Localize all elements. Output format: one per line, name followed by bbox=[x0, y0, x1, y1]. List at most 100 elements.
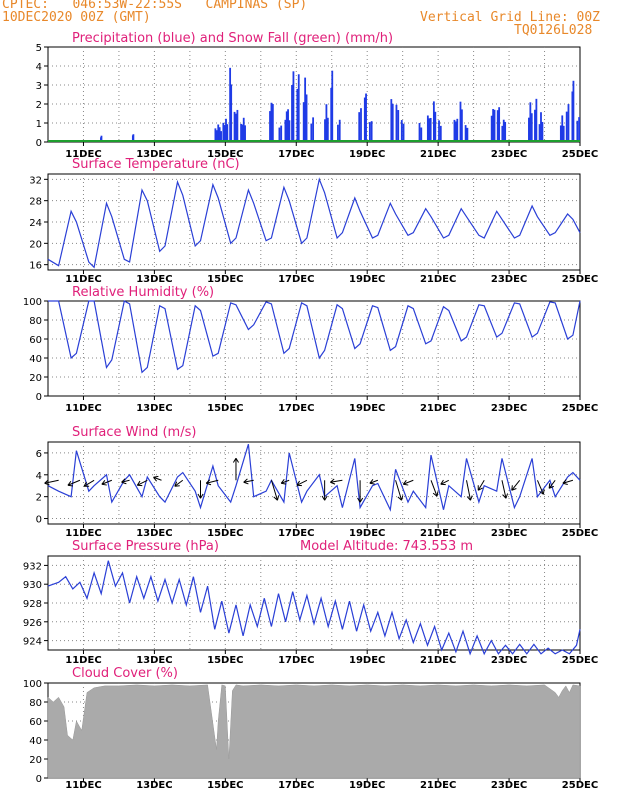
x-tick-label: 17DEC bbox=[278, 780, 314, 791]
panel-title: Surface Temperature (nC) bbox=[72, 157, 240, 172]
x-tick-label: 13DEC bbox=[136, 528, 172, 539]
precip-bar bbox=[572, 80, 575, 142]
precip-bar bbox=[270, 102, 273, 142]
precip-bar bbox=[460, 109, 463, 142]
precip-bar bbox=[280, 125, 283, 142]
precip-bar bbox=[391, 103, 394, 142]
wind-arrow-head bbox=[205, 479, 212, 486]
plot-frame-3 bbox=[47, 441, 581, 525]
precip-bar bbox=[310, 123, 313, 142]
precip-bar bbox=[132, 134, 135, 142]
precip-bar bbox=[337, 124, 339, 142]
precip-bar bbox=[464, 125, 467, 142]
precip-bar bbox=[490, 115, 493, 142]
precip-bar bbox=[534, 109, 536, 142]
precip-bar bbox=[302, 102, 305, 142]
precip-bar bbox=[291, 85, 293, 142]
precip-bar bbox=[466, 127, 469, 142]
precip-bar bbox=[326, 117, 329, 142]
precip-bar bbox=[492, 109, 495, 142]
wind-arrow-head bbox=[369, 479, 375, 485]
y-tick-label: 40 bbox=[29, 736, 42, 747]
wind-arrow-head bbox=[402, 479, 409, 486]
wind-arrow bbox=[270, 480, 278, 501]
y-tick-label: 20 bbox=[29, 755, 42, 766]
wind-arrow-head bbox=[232, 458, 239, 463]
wind-arrow bbox=[280, 479, 290, 484]
series-line bbox=[47, 444, 581, 512]
precip-bar bbox=[528, 117, 530, 142]
precip-bar bbox=[215, 130, 218, 142]
y-tick-label: 6 bbox=[36, 449, 42, 460]
y-tick-label: 926 bbox=[23, 618, 42, 629]
x-tick-label: 17DEC bbox=[278, 655, 314, 666]
x-tick-label: 15DEC bbox=[207, 274, 243, 285]
precip-bar bbox=[529, 102, 532, 142]
precip-bar bbox=[535, 98, 538, 142]
precip-bar bbox=[312, 117, 315, 142]
x-tick-label: 17DEC bbox=[278, 403, 314, 414]
x-tick-label: 11DEC bbox=[65, 528, 101, 539]
y-tick-label: 1 bbox=[36, 119, 42, 130]
wind-arrow bbox=[369, 479, 379, 484]
series-line bbox=[47, 177, 581, 269]
wind-arrow-head bbox=[83, 481, 90, 487]
precip-bar bbox=[428, 118, 431, 142]
wind-arrow bbox=[548, 479, 556, 489]
y-tick-label: 32 bbox=[29, 175, 42, 186]
grid-line-note: Vertical Grid Line: 00Z bbox=[420, 10, 601, 25]
wind-arrow-head bbox=[397, 495, 404, 501]
precip-bar bbox=[358, 112, 361, 142]
x-tick-label: 11DEC bbox=[65, 780, 101, 791]
precip-bar bbox=[235, 113, 237, 142]
x-tick-label: 25DEC bbox=[562, 780, 598, 791]
wind-arrow-head bbox=[243, 478, 249, 485]
y-tick-label: 0 bbox=[36, 774, 42, 785]
wind-arrow bbox=[67, 479, 81, 486]
x-tick-label: 17DEC bbox=[278, 274, 314, 285]
series-line bbox=[48, 300, 581, 374]
y-tick-label: 60 bbox=[29, 335, 42, 346]
x-tick-label: 25DEC bbox=[562, 149, 598, 160]
x-tick-label: 25DEC bbox=[562, 403, 598, 414]
x-tick-label: 11DEC bbox=[65, 655, 101, 666]
x-tick-label: 23DEC bbox=[491, 528, 527, 539]
precip-bar bbox=[571, 91, 574, 142]
precip-bar bbox=[285, 111, 288, 142]
y-tick-label: 100 bbox=[23, 297, 42, 308]
precip-bar bbox=[230, 84, 233, 142]
wind-arrow bbox=[511, 479, 521, 491]
precip-bar bbox=[271, 104, 274, 142]
x-tick-label: 25DEC bbox=[562, 274, 598, 285]
wind-arrow-head bbox=[477, 485, 483, 491]
wind-arrow bbox=[477, 480, 485, 491]
y-tick-label: 28 bbox=[29, 197, 42, 208]
y-tick-label: 2 bbox=[36, 100, 42, 111]
precip-bar bbox=[502, 119, 505, 142]
precip-bar bbox=[439, 125, 442, 142]
wind-arrow-head bbox=[153, 475, 159, 482]
precip-bar bbox=[214, 128, 217, 142]
precip-bar bbox=[363, 97, 366, 142]
wind-arrow bbox=[395, 480, 403, 501]
y-tick-label: 20 bbox=[29, 373, 42, 384]
wind-arrow bbox=[243, 479, 254, 483]
y-tick-label: 20 bbox=[29, 239, 42, 250]
precip-bar bbox=[402, 123, 405, 142]
y-tick-label: 4 bbox=[36, 471, 42, 482]
wind-arrow-head bbox=[562, 479, 568, 485]
wind-arrow-head bbox=[174, 481, 180, 487]
wind-arrow bbox=[174, 479, 184, 487]
precip-bar bbox=[456, 118, 459, 142]
x-tick-label: 21DEC bbox=[420, 403, 456, 414]
precip-bar bbox=[562, 125, 565, 142]
wind-arrow bbox=[44, 479, 59, 484]
x-tick-label: 21DEC bbox=[420, 528, 456, 539]
x-tick-label: 19DEC bbox=[349, 655, 385, 666]
precip-bar bbox=[325, 104, 328, 142]
x-tick-label: 25DEC bbox=[562, 655, 598, 666]
x-tick-label: 21DEC bbox=[420, 655, 456, 666]
precip-bar bbox=[368, 122, 371, 142]
run-date: 10DEC2020 00Z (GMT) bbox=[2, 10, 151, 25]
